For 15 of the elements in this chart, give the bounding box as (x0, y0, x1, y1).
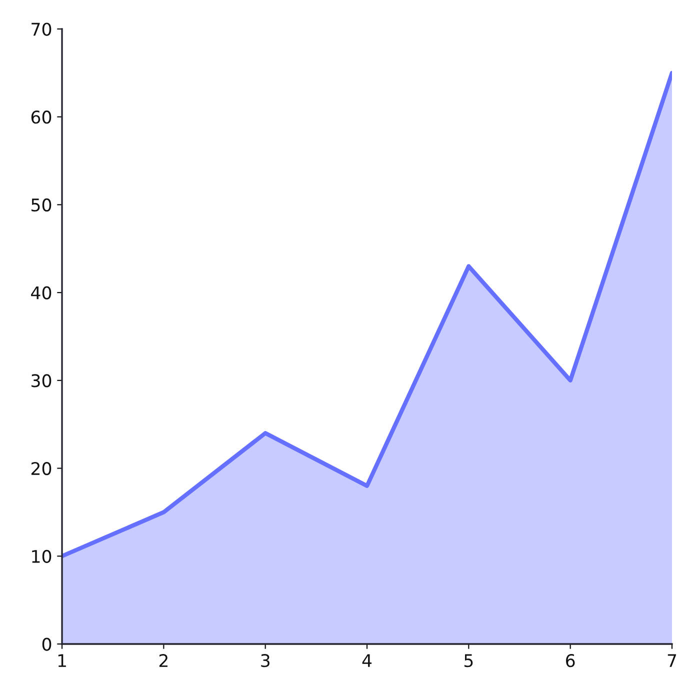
y-tick-label: 10 (32, 550, 52, 563)
y-tick-label: 0 (42, 638, 52, 651)
x-tick-label: 2 (159, 654, 168, 667)
x-tick-label: 1 (58, 654, 66, 667)
y-tick-label: 50 (32, 198, 52, 212)
y-tick-label: 20 (31, 462, 52, 476)
x-tick-label: 6 (566, 654, 575, 668)
x-tick-label: 5 (464, 654, 473, 668)
y-tick-label: 30 (32, 374, 52, 388)
x-tick-label: 7 (668, 654, 676, 667)
y-tick-label: 70 (32, 22, 52, 36)
y-tick-label: 40 (31, 286, 52, 300)
x-tick-label: 3 (261, 654, 270, 668)
y-tick-label: 60 (31, 110, 52, 124)
x-tick-label: 4 (362, 654, 372, 667)
